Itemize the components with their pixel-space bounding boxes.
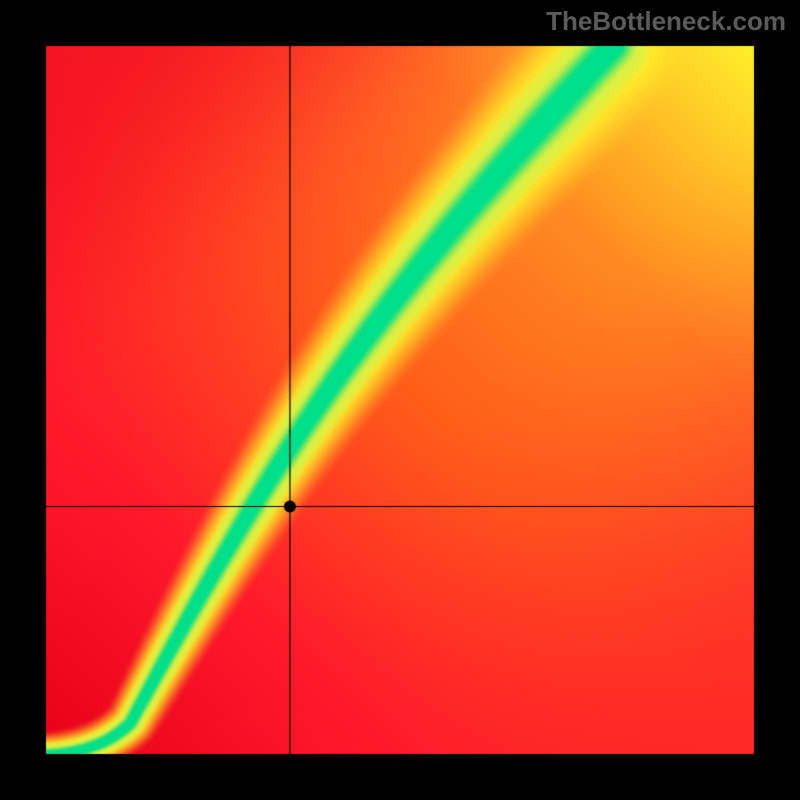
chart-container: TheBottleneck.com xyxy=(0,0,800,800)
bottleneck-heatmap xyxy=(0,0,800,800)
attribution-label: TheBottleneck.com xyxy=(546,6,786,37)
